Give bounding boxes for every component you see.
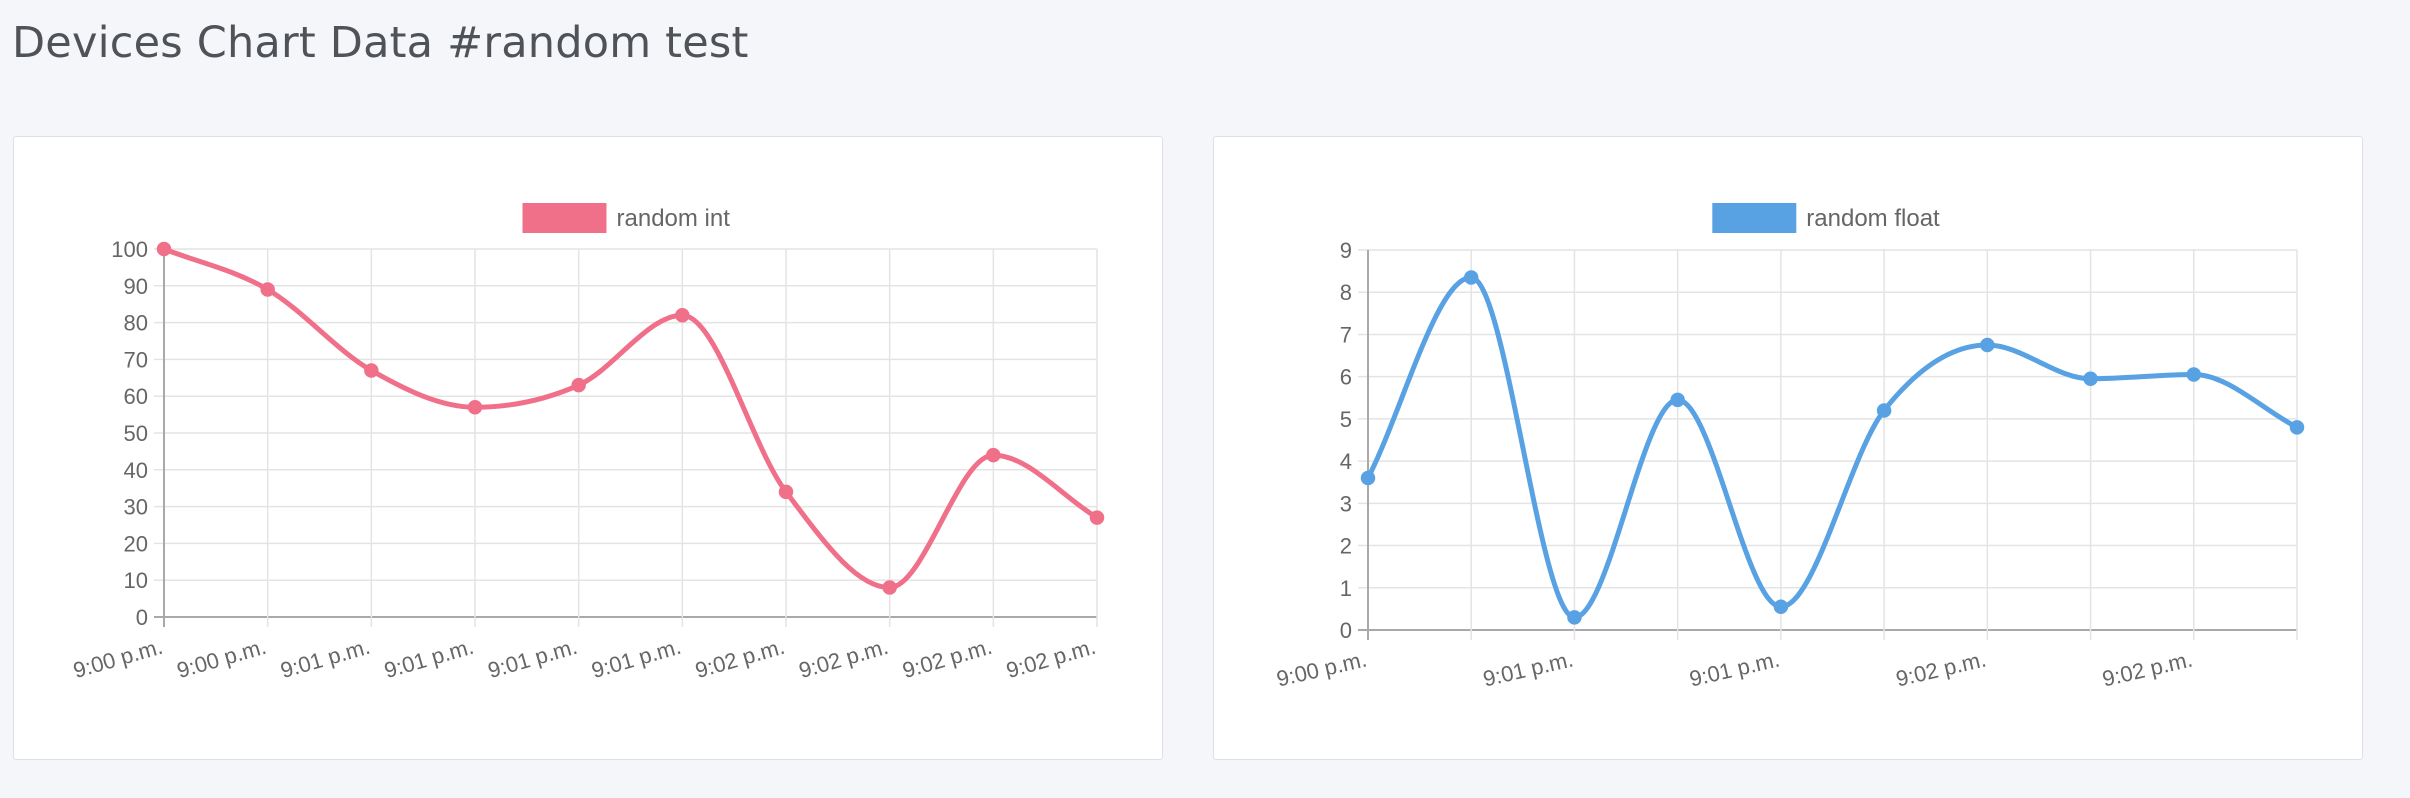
x-tick-label: 9:02 p.m. (2100, 647, 2195, 692)
data-point (1567, 610, 1582, 625)
y-tick-label: 100 (111, 237, 148, 262)
x-tick-label: 9:00 p.m. (1274, 647, 1369, 692)
legend-label: random float (1806, 205, 1940, 232)
y-tick-label: 2 (1340, 534, 1352, 559)
x-tick-label: 9:01 p.m. (1687, 647, 1782, 692)
x-tick-label: 9:01 p.m. (485, 634, 580, 683)
y-tick-label: 40 (124, 458, 148, 483)
y-tick-label: 20 (124, 531, 148, 556)
data-point (1876, 403, 1892, 418)
random-int-chart: 0 10 20 30 40 50 60 70 80 90 100 9:00 p.m. 9:00 p.m.… (70, 203, 1105, 683)
random-int-chart-card: 0 10 20 30 40 50 60 70 80 90 100 9:00 p.m. 9:00 p.m.… (13, 136, 1163, 760)
x-tick-label: 9:02 p.m. (796, 634, 891, 683)
data-point (2289, 420, 2305, 435)
random-float-chart-card: 0 1 2 3 4 5 6 7 8 9 9:00 p.m. 9:01 p.m. 9:01 p.m. 9:0… (1213, 136, 2363, 760)
y-tick-label: 80 (124, 311, 148, 336)
series-line (161, 246, 1100, 591)
x-tick-label: 9:00 p.m. (70, 634, 165, 683)
data-point (882, 580, 897, 595)
y-tick-label: 4 (1340, 449, 1352, 474)
x-tick-label: 9:01 p.m. (1481, 647, 1576, 692)
x-tick-label: 9:02 p.m. (900, 634, 995, 683)
data-point (778, 484, 794, 500)
page-title: Devices Chart Data #random test (12, 18, 749, 68)
y-tick-label: 8 (1340, 280, 1352, 305)
y-tick-label: 6 (1340, 365, 1352, 390)
legend-swatch (522, 203, 607, 233)
data-point (675, 307, 690, 323)
x-tick-label: 9:00 p.m. (174, 634, 269, 683)
x-tick-label: 9:02 p.m. (1003, 634, 1098, 683)
y-tick-label: 3 (1340, 491, 1352, 516)
data-point (467, 399, 483, 415)
legend-label: random int (617, 205, 731, 232)
data-point (1360, 470, 1376, 486)
data-point (260, 282, 275, 297)
y-tick-label: 9 (1340, 238, 1352, 263)
y-tick-label: 60 (124, 384, 148, 409)
y-tick-label: 30 (124, 495, 148, 520)
legend-swatch (1712, 203, 1797, 233)
y-tick-label: 0 (1340, 618, 1352, 643)
x-tick-label: 9:01 p.m. (589, 634, 684, 683)
y-tick-label: 70 (124, 347, 148, 372)
data-point (1463, 270, 1479, 285)
y-tick-label: 90 (124, 274, 148, 299)
x-tick-label: 9:01 p.m. (278, 634, 373, 683)
data-point (571, 377, 586, 393)
y-tick-label: 1 (1340, 576, 1352, 601)
data-point (1089, 510, 1105, 525)
data-point (1980, 337, 1995, 353)
y-tick-label: 10 (124, 568, 148, 593)
data-point (1773, 599, 1789, 615)
y-tick-label: 0 (136, 605, 148, 630)
data-point (986, 447, 1001, 463)
data-point (1670, 392, 1685, 408)
y-tick-label: 5 (1340, 407, 1352, 432)
data-point (2083, 371, 2098, 387)
series-line (1365, 274, 2300, 620)
x-tick-label: 9:01 p.m. (381, 634, 476, 683)
random-float-chart: 0 1 2 3 4 5 6 7 8 9 9:00 p.m. 9:01 p.m. 9:01 p.m. 9:0… (1274, 203, 2305, 692)
x-tick-label: 9:02 p.m. (1893, 647, 1988, 692)
data-point (2186, 367, 2202, 382)
y-tick-label: 50 (124, 421, 148, 446)
y-tick-label: 7 (1340, 322, 1352, 347)
data-point (156, 241, 172, 257)
data-point (364, 363, 379, 378)
x-tick-label: 9:02 p.m. (692, 634, 787, 683)
